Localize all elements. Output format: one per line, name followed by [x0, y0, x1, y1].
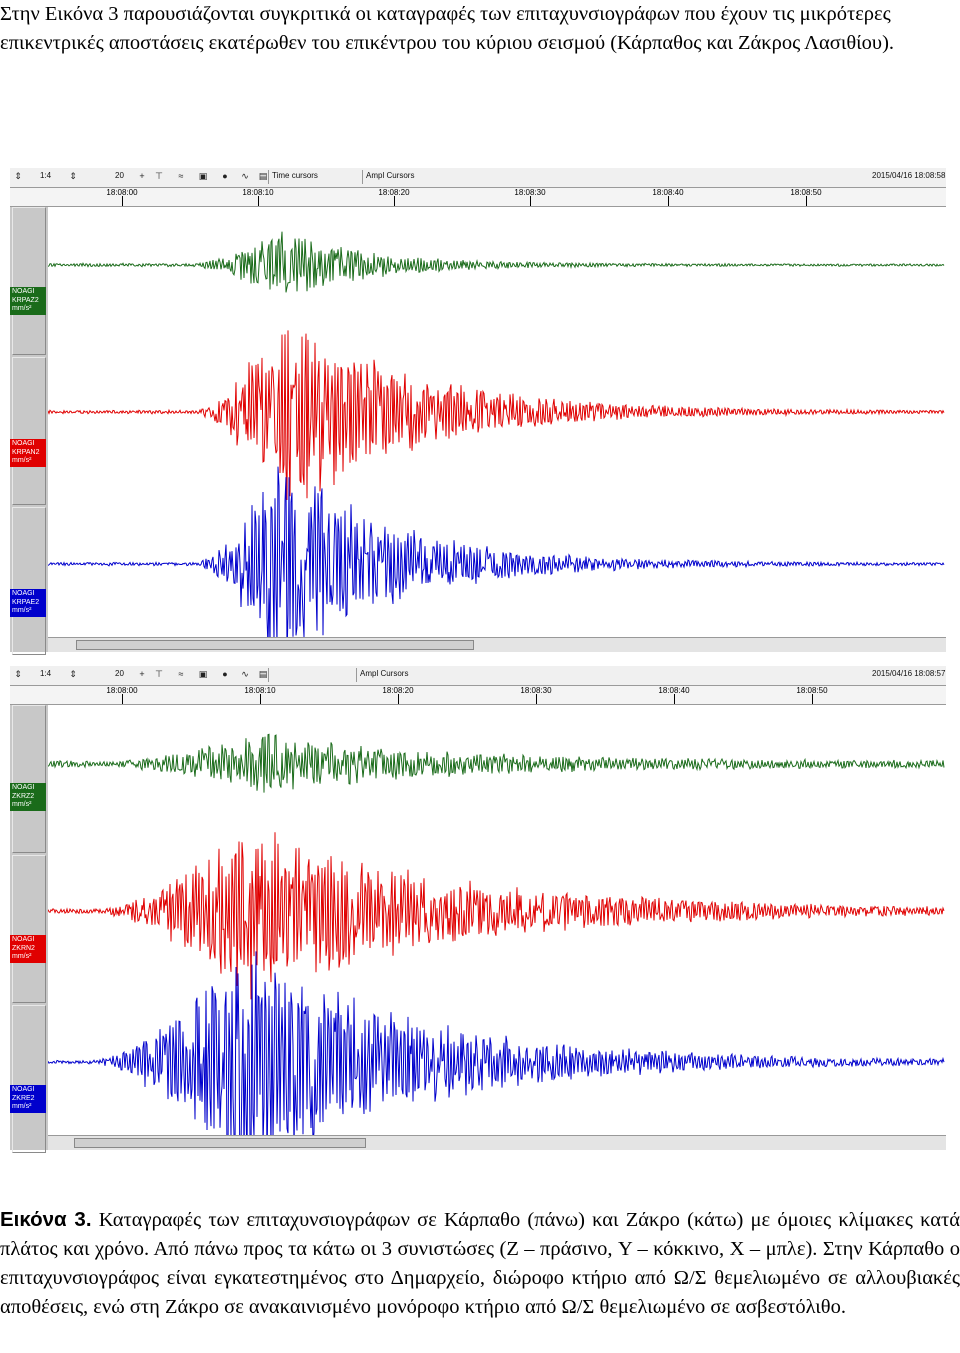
datetime-readout: 2015/04/16 18:08:57: [872, 669, 946, 678]
time-tick: [122, 694, 123, 704]
arrow-up-down-icon[interactable]: ⇕: [14, 171, 22, 181]
seismogram-viewer-zakros: ⇕ 1:4 ⇕ 20 + ⊤ ≈ ▣ ● ∿ ▤ Ampl Cursors 20…: [10, 666, 946, 1153]
viewer-toolbar: ⇕ 1:4 ⇕ 20 + ⊤ ≈ ▣ ● ∿ ▤ Ampl Cursors 20…: [10, 666, 946, 686]
time-tick-label: 18:08:30: [520, 686, 552, 695]
scale-field[interactable]: 1:4: [40, 669, 52, 678]
time-tick-label: 18:08:50: [796, 686, 828, 695]
pick-icon[interactable]: ⊤: [155, 669, 163, 679]
channel-label: NOAGI KRPAN2 mm/s²: [10, 439, 46, 467]
time-tick: [122, 196, 123, 206]
horizontal-scrollbar[interactable]: [48, 1135, 946, 1150]
channel-box[interactable]: [12, 357, 46, 505]
time-tick-label: 18:08:20: [378, 188, 410, 197]
channel-box[interactable]: [12, 207, 46, 355]
time-cursors-button[interactable]: Time cursors: [272, 171, 318, 180]
ampl-cursors-button[interactable]: Ampl Cursors: [366, 171, 415, 180]
caption-label: Εικόνα 3.: [0, 1208, 92, 1231]
waveform-trace: [48, 733, 945, 793]
waveform-trace: [48, 832, 945, 1000]
time-axis: 18:08:00 18:08:10 18:08:20 18:08:30 18:08:40…: [10, 188, 946, 207]
fit-icon[interactable]: ▣: [198, 669, 208, 679]
filter-icon[interactable]: ≈: [178, 171, 184, 181]
trace-plot-area[interactable]: [48, 207, 946, 637]
time-axis: 18:08:00 18:08:10 18:08:20 18:08:30 18:08:40…: [10, 686, 946, 705]
time-tick-label: 18:08:00: [106, 686, 138, 695]
arrow-up-down-icon[interactable]: ⇕: [14, 669, 22, 679]
time-tick: [394, 196, 395, 206]
scrollbar-thumb[interactable]: [76, 640, 474, 650]
channel-sidebar: NOAGI KRPAZ2 mm/s² NOAGI KRPAN2 mm/s² NOAGI KRP…: [10, 207, 48, 655]
waveform-svg: [48, 733, 945, 1135]
time-tick: [398, 694, 399, 704]
viewer-toolbar: ⇕ 1:4 ⇕ 20 + ⊤ ≈ ▣ ● ∿ ▤ Time cursors Am…: [10, 168, 946, 188]
horizontal-scrollbar[interactable]: [48, 637, 946, 652]
time-tick: [536, 694, 537, 704]
color-icon[interactable]: ●: [222, 171, 228, 181]
color-icon[interactable]: ●: [222, 669, 228, 679]
print-icon[interactable]: ▤: [258, 171, 268, 181]
time-tick-label: 18:08:50: [790, 188, 822, 197]
ampl-cursors-button[interactable]: Ampl Cursors: [360, 669, 409, 678]
time-tick-label: 18:08:40: [658, 686, 690, 695]
datetime-readout: 2015/04/16 18:08:58: [872, 171, 946, 180]
waveform-trace: [48, 466, 945, 637]
pick-icon[interactable]: ⊤: [155, 171, 163, 181]
time-tick: [530, 196, 531, 206]
time-tick: [812, 694, 813, 704]
scale-field[interactable]: 1:4: [40, 171, 52, 180]
channel-label: NOAGI ZKRN2 mm/s²: [10, 935, 46, 963]
channel-box[interactable]: [12, 1005, 46, 1153]
time-tick-label: 18:08:10: [244, 686, 276, 695]
seismogram-viewer-karpathos: ⇕ 1:4 ⇕ 20 + ⊤ ≈ ▣ ● ∿ ▤ Time cursors Am…: [10, 168, 946, 655]
bandpass-icon[interactable]: ∿: [241, 669, 249, 679]
channel-label: NOAGI KRPAE2 mm/s²: [10, 589, 46, 617]
channel-box[interactable]: [12, 507, 46, 655]
waveform-trace: [48, 951, 945, 1135]
step-field[interactable]: 20: [115, 669, 124, 678]
channel-box[interactable]: [12, 855, 46, 1003]
trace-plot-area[interactable]: [48, 705, 946, 1135]
channel-sidebar: NOAGI ZKRZ2 mm/s² NOAGI ZKRN2 mm/s² NOAGI ZKRE2…: [10, 705, 48, 1153]
bandpass-icon[interactable]: ∿: [241, 171, 249, 181]
time-tick-label: 18:08:10: [242, 188, 274, 197]
channel-label: NOAGI ZKRZ2 mm/s²: [10, 783, 46, 811]
channel-box[interactable]: [12, 705, 46, 853]
channel-label: NOAGI ZKRE2 mm/s²: [10, 1085, 46, 1113]
intro-paragraph: Στην Εικόνα 3 παρουσιάζονται συγκριτικά …: [0, 3, 895, 54]
time-tick: [674, 694, 675, 704]
zoom-in-icon[interactable]: +: [139, 669, 145, 679]
time-tick-label: 18:08:40: [652, 188, 684, 197]
step-field[interactable]: 20: [115, 171, 124, 180]
time-tick: [260, 694, 261, 704]
time-tick: [668, 196, 669, 206]
arrow-up-down-icon[interactable]: ⇕: [69, 171, 77, 181]
print-icon[interactable]: ▤: [258, 669, 268, 679]
time-tick: [258, 196, 259, 206]
zoom-in-icon[interactable]: +: [139, 171, 145, 181]
caption-text: Καταγραφές των επιταχυνσιογράφων σε Κάρπ…: [0, 1209, 960, 1318]
waveform-trace: [48, 231, 945, 293]
time-tick-label: 18:08:20: [382, 686, 414, 695]
figure-caption: Εικόνα 3. Καταγραφές των επιταχυνσιογράφ…: [0, 1205, 960, 1322]
channel-label: NOAGI KRPAZ2 mm/s²: [10, 287, 46, 315]
waveform-svg: [48, 231, 945, 637]
time-tick-label: 18:08:30: [514, 188, 546, 197]
waveform-trace: [48, 330, 945, 501]
arrow-up-down-icon[interactable]: ⇕: [69, 669, 77, 679]
fit-icon[interactable]: ▣: [198, 171, 208, 181]
time-tick: [806, 196, 807, 206]
filter-icon[interactable]: ≈: [178, 669, 184, 679]
time-tick-label: 18:08:00: [106, 188, 138, 197]
scrollbar-thumb[interactable]: [74, 1138, 366, 1148]
